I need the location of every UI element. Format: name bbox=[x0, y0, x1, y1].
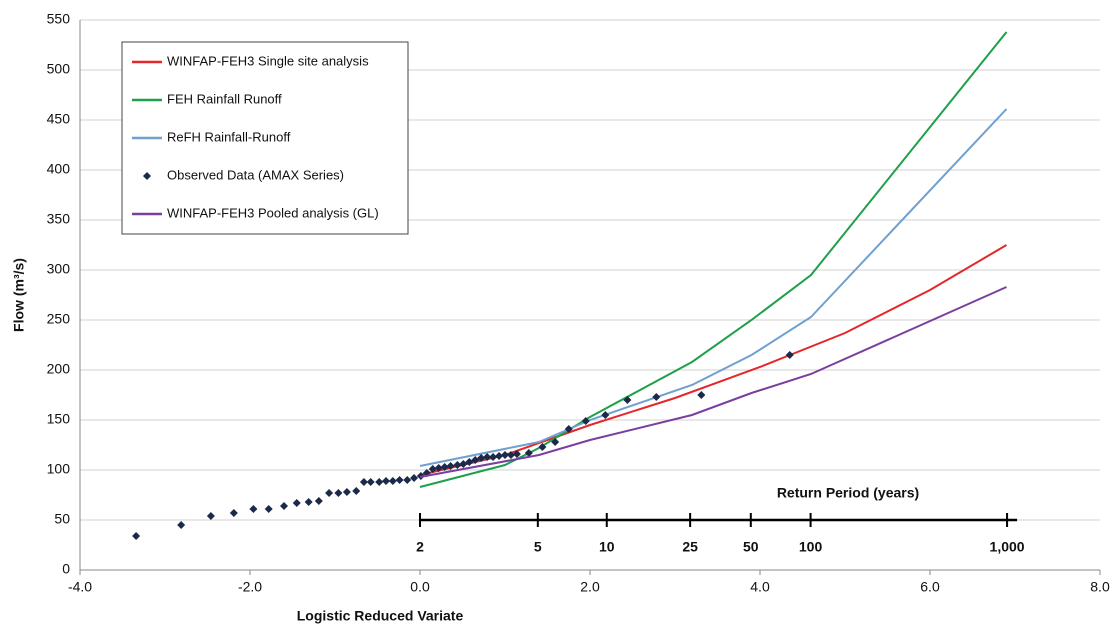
data-point bbox=[785, 351, 794, 359]
data-point bbox=[489, 453, 498, 461]
data-point bbox=[325, 489, 334, 497]
data-point bbox=[249, 505, 258, 513]
x-tick-label: 6.0 bbox=[920, 579, 940, 595]
return-period-title: Return Period (years) bbox=[777, 485, 919, 501]
data-point bbox=[177, 521, 186, 529]
data-point bbox=[428, 465, 437, 473]
data-point bbox=[382, 477, 390, 485]
y-tick-label: 150 bbox=[47, 411, 71, 427]
return-period-label: 5 bbox=[534, 539, 542, 555]
x-tick-label: 2.0 bbox=[580, 579, 600, 595]
y-tick-label: 0 bbox=[62, 561, 70, 577]
data-point bbox=[697, 391, 706, 399]
x-tick-label: 8.0 bbox=[1090, 579, 1110, 595]
return-period-label: 2 bbox=[416, 539, 424, 555]
data-point bbox=[483, 453, 492, 461]
data-point bbox=[132, 532, 141, 540]
y-tick-label: 450 bbox=[47, 111, 71, 127]
data-point bbox=[551, 438, 560, 446]
legend-label: WINFAP-FEH3 Single site analysis bbox=[167, 53, 369, 68]
data-point bbox=[206, 512, 215, 520]
data-point bbox=[440, 463, 449, 471]
y-tick-label: 550 bbox=[47, 11, 71, 27]
y-tick-label: 100 bbox=[47, 461, 71, 477]
return-period-label: 1,000 bbox=[990, 539, 1025, 555]
series-line bbox=[419, 286, 1007, 478]
y-tick-label: 50 bbox=[54, 511, 70, 527]
data-point bbox=[229, 509, 238, 517]
legend-label: FEH Rainfall Runoff bbox=[167, 91, 282, 106]
x-tick-label: 4.0 bbox=[750, 579, 770, 595]
data-point bbox=[304, 498, 313, 506]
data-point bbox=[292, 499, 301, 507]
return-period-label: 10 bbox=[599, 539, 615, 555]
data-point bbox=[495, 452, 504, 460]
data-point bbox=[512, 450, 521, 458]
data-point bbox=[334, 489, 343, 497]
y-axis-title: Flow (m³/s) bbox=[11, 258, 27, 332]
return-period-label: 100 bbox=[799, 539, 823, 555]
legend-marker bbox=[143, 172, 151, 180]
data-point bbox=[564, 425, 573, 433]
data-point bbox=[506, 451, 515, 459]
data-point bbox=[501, 451, 509, 459]
series-line bbox=[419, 31, 1008, 488]
return-period-label: 50 bbox=[743, 539, 759, 555]
legend-label: Observed Data (AMAX Series) bbox=[167, 167, 344, 182]
data-point bbox=[264, 505, 273, 513]
data-point bbox=[623, 396, 632, 404]
x-tick-label: -4.0 bbox=[68, 579, 92, 595]
series-line bbox=[419, 244, 1008, 476]
legend: WINFAP-FEH3 Single site analysis FEH Rain… bbox=[121, 41, 409, 235]
x-tick-label: 0.0 bbox=[410, 579, 430, 595]
data-point bbox=[352, 487, 361, 495]
data-point bbox=[403, 476, 412, 484]
data-point bbox=[524, 449, 533, 457]
x-axis-title: Logistic Reduced Variate bbox=[297, 608, 464, 624]
legend-label: ReFH Rainfall-Runoff bbox=[167, 129, 291, 144]
data-point bbox=[538, 443, 547, 451]
data-point bbox=[395, 476, 404, 484]
data-point bbox=[446, 462, 455, 470]
legend-label: WINFAP-FEH3 Pooled analysis (GL) bbox=[167, 205, 379, 220]
data-point bbox=[314, 497, 323, 505]
data-point bbox=[388, 477, 397, 485]
data-point bbox=[359, 478, 368, 486]
data-point bbox=[453, 461, 462, 469]
data-point bbox=[342, 488, 351, 496]
y-tick-label: 200 bbox=[47, 361, 71, 377]
data-point bbox=[366, 478, 375, 486]
data-point bbox=[652, 393, 661, 401]
series-line bbox=[419, 108, 1008, 467]
data-point bbox=[477, 454, 486, 462]
y-tick-label: 400 bbox=[47, 161, 71, 177]
y-tick-label: 250 bbox=[47, 311, 71, 327]
legend-box bbox=[121, 41, 409, 235]
data-point bbox=[434, 464, 443, 472]
data-point bbox=[410, 474, 419, 482]
data-point bbox=[375, 478, 384, 486]
y-tick-label: 300 bbox=[47, 261, 71, 277]
data-point bbox=[280, 502, 288, 510]
y-tick-label: 500 bbox=[47, 61, 71, 77]
x-tick-label: -2.0 bbox=[238, 579, 262, 595]
data-point bbox=[581, 417, 590, 425]
return-period-label: 25 bbox=[682, 539, 698, 555]
y-tick-label: 350 bbox=[47, 211, 71, 227]
data-point bbox=[601, 411, 610, 419]
